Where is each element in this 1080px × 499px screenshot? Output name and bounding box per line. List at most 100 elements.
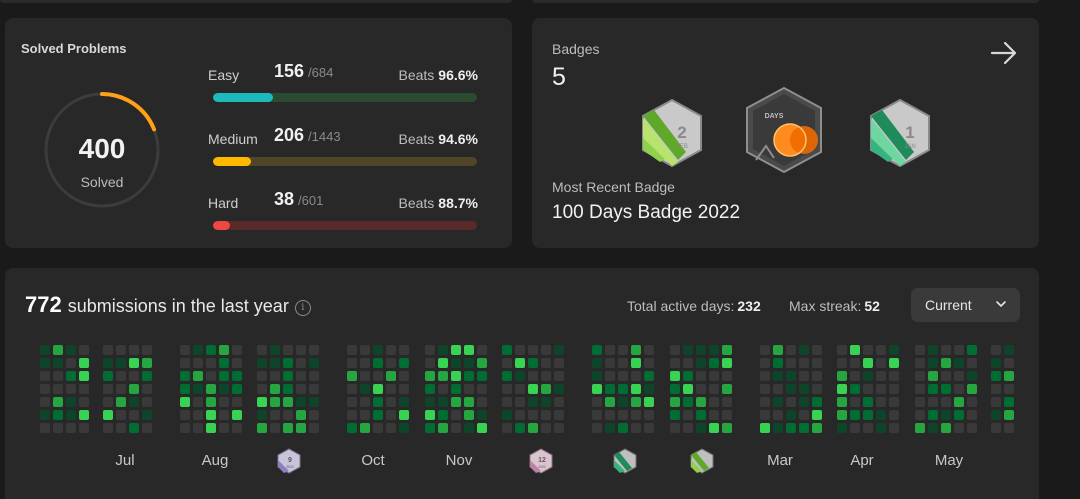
- heatmap-cell[interactable]: [257, 423, 267, 433]
- heatmap-cell[interactable]: [40, 397, 50, 407]
- heatmap-cell[interactable]: [850, 384, 860, 394]
- heatmap-cell[interactable]: [53, 358, 63, 368]
- heatmap-cell[interactable]: [193, 345, 203, 355]
- heatmap-cell[interactable]: [206, 358, 216, 368]
- heatmap-cell[interactable]: [283, 345, 293, 355]
- heatmap-cell[interactable]: [618, 358, 628, 368]
- heatmap-cell[interactable]: [451, 384, 461, 394]
- heatmap-cell[interactable]: [863, 371, 873, 381]
- heatmap-cell[interactable]: [66, 384, 76, 394]
- heatmap-cell[interactable]: [477, 358, 487, 368]
- heatmap-cell[interactable]: [605, 384, 615, 394]
- heatmap-cell[interactable]: [876, 358, 886, 368]
- heatmap-cell[interactable]: [863, 423, 873, 433]
- heatmap-cell[interactable]: [541, 397, 551, 407]
- heatmap-cell[interactable]: [142, 345, 152, 355]
- heatmap-cell[interactable]: [53, 410, 63, 420]
- heatmap-cell[interactable]: [399, 410, 409, 420]
- heatmap-cell[interactable]: [967, 358, 977, 368]
- heatmap-cell[interactable]: [631, 384, 641, 394]
- heatmap-cell[interactable]: [180, 371, 190, 381]
- heatmap-cell[interactable]: [270, 358, 280, 368]
- heatmap-cell[interactable]: [941, 423, 951, 433]
- heatmap-cell[interactable]: [837, 410, 847, 420]
- heatmap-cell[interactable]: [53, 384, 63, 394]
- heatmap-cell[interactable]: [592, 384, 602, 394]
- heatmap-cell[interactable]: [515, 345, 525, 355]
- heatmap-cell[interactable]: [142, 371, 152, 381]
- heatmap-cell[interactable]: [373, 384, 383, 394]
- heatmap-cell[interactable]: [232, 384, 242, 394]
- heatmap-cell[interactable]: [270, 397, 280, 407]
- heatmap-cell[interactable]: [142, 410, 152, 420]
- heatmap-cell[interactable]: [129, 345, 139, 355]
- heatmap-cell[interactable]: [799, 423, 809, 433]
- heatmap-cell[interactable]: [863, 410, 873, 420]
- heatmap-cell[interactable]: [928, 397, 938, 407]
- heatmap-cell[interactable]: [360, 345, 370, 355]
- 100-days-badge-icon[interactable]: DAYS: [744, 86, 824, 174]
- heatmap-cell[interactable]: [373, 371, 383, 381]
- heatmap-cell[interactable]: [515, 423, 525, 433]
- heatmap-cell[interactable]: [541, 358, 551, 368]
- heatmap-cell[interactable]: [257, 345, 267, 355]
- heatmap-cell[interactable]: [592, 345, 602, 355]
- heatmap-cell[interactable]: [954, 358, 964, 368]
- heatmap-cell[interactable]: [889, 371, 899, 381]
- heatmap-cell[interactable]: [618, 423, 628, 433]
- arrow-right-icon[interactable]: [989, 38, 1019, 68]
- heatmap-cell[interactable]: [309, 358, 319, 368]
- heatmap-cell[interactable]: [709, 397, 719, 407]
- heatmap-cell[interactable]: [554, 384, 564, 394]
- heatmap-cell[interactable]: [799, 345, 809, 355]
- heatmap-cell[interactable]: [206, 371, 216, 381]
- heatmap-cell[interactable]: [438, 345, 448, 355]
- heatmap-cell[interactable]: [232, 423, 242, 433]
- heatmap-cell[interactable]: [502, 384, 512, 394]
- heatmap-cell[interactable]: [618, 345, 628, 355]
- heatmap-cell[interactable]: [605, 423, 615, 433]
- heatmap-cell[interactable]: [438, 423, 448, 433]
- heatmap-cell[interactable]: [554, 423, 564, 433]
- heatmap-cell[interactable]: [683, 423, 693, 433]
- heatmap-cell[interactable]: [799, 384, 809, 394]
- heatmap-cell[interactable]: [773, 371, 783, 381]
- heatmap-cell[interactable]: [954, 371, 964, 381]
- heatmap-cell[interactable]: [360, 410, 370, 420]
- heatmap-cell[interactable]: [502, 397, 512, 407]
- heatmap-cell[interactable]: [889, 358, 899, 368]
- heatmap-cell[interactable]: [722, 423, 732, 433]
- heatmap-cell[interactable]: [644, 384, 654, 394]
- heatmap-cell[interactable]: [631, 397, 641, 407]
- heatmap-cell[interactable]: [103, 397, 113, 407]
- heatmap-cell[interactable]: [270, 371, 280, 381]
- heatmap-cell[interactable]: [786, 384, 796, 394]
- heatmap-cell[interactable]: [991, 423, 1001, 433]
- heatmap-cell[interactable]: [812, 345, 822, 355]
- heatmap-cell[interactable]: [193, 384, 203, 394]
- heatmap-cell[interactable]: [760, 358, 770, 368]
- heatmap-cell[interactable]: [786, 410, 796, 420]
- heatmap-cell[interactable]: [232, 397, 242, 407]
- heatmap-cell[interactable]: [180, 410, 190, 420]
- heatmap-cell[interactable]: [954, 345, 964, 355]
- heatmap-cell[interactable]: [296, 358, 306, 368]
- heatmap-cell[interactable]: [502, 371, 512, 381]
- heatmap-cell[interactable]: [232, 410, 242, 420]
- heatmap-cell[interactable]: [773, 397, 783, 407]
- heatmap-cell[interactable]: [528, 345, 538, 355]
- heatmap-cell[interactable]: [66, 371, 76, 381]
- heatmap-cell[interactable]: [477, 371, 487, 381]
- heatmap-cell[interactable]: [360, 423, 370, 433]
- heatmap-cell[interactable]: [515, 397, 525, 407]
- heatmap-cell[interactable]: [941, 345, 951, 355]
- heatmap-cell[interactable]: [193, 397, 203, 407]
- heatmap-cell[interactable]: [347, 345, 357, 355]
- heatmap-cell[interactable]: [991, 358, 1001, 368]
- heatmap-cell[interactable]: [438, 384, 448, 394]
- heatmap-cell[interactable]: [464, 410, 474, 420]
- heatmap-cell[interactable]: [554, 371, 564, 381]
- heatmap-cell[interactable]: [967, 423, 977, 433]
- heatmap-cell[interactable]: [451, 423, 461, 433]
- heatmap-cell[interactable]: [79, 423, 89, 433]
